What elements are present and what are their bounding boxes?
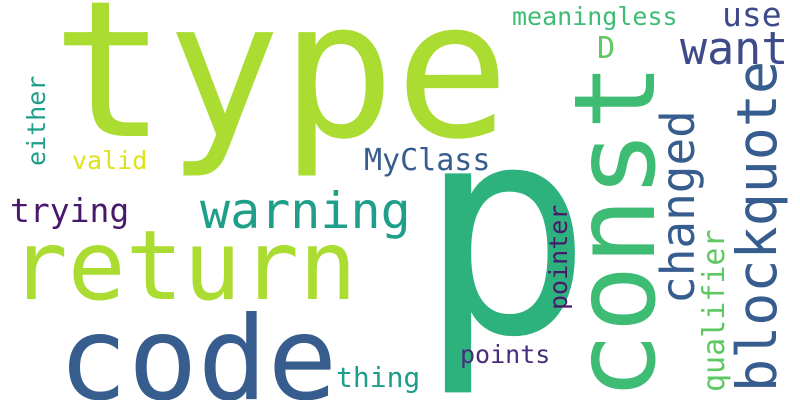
word-type: type bbox=[52, 0, 510, 181]
word-return: return bbox=[10, 210, 357, 322]
word-use: use bbox=[722, 0, 782, 34]
word-meaningless: meaningless bbox=[512, 2, 678, 31]
word-thing: thing bbox=[336, 361, 421, 394]
word-blockquote: blockquote bbox=[725, 60, 789, 392]
word-either: either bbox=[22, 75, 51, 166]
word-code: code bbox=[58, 292, 338, 400]
word-D: D bbox=[597, 31, 616, 66]
word-qualifier: qualifier bbox=[697, 229, 732, 392]
word-warning: warning bbox=[200, 182, 411, 240]
word-changed: changed bbox=[651, 110, 705, 304]
word-trying: trying bbox=[10, 191, 130, 230]
word-pointer: pointer bbox=[544, 204, 573, 310]
word-valid: valid bbox=[72, 146, 148, 175]
word-MyClass: MyClass bbox=[364, 143, 491, 178]
word-p: p bbox=[418, 64, 593, 400]
word-points: points bbox=[460, 340, 551, 369]
word-want: want bbox=[680, 22, 789, 75]
